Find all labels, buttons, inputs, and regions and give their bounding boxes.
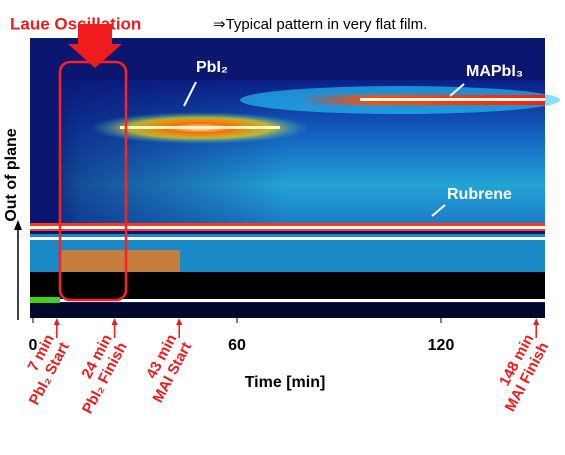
- x-tick-label: 60: [228, 337, 246, 354]
- event-arrow-head: [176, 318, 183, 325]
- heatmap: [14, 24, 560, 320]
- x-tick-label: 120: [428, 337, 455, 354]
- x-tick-label: 0: [29, 337, 38, 354]
- title: Laue Oscillation: [10, 14, 141, 33]
- x-axis-label: Time [min]: [245, 374, 326, 391]
- peak-label: PbI₂: [196, 59, 228, 76]
- y-axis-label: Out of plane: [3, 128, 20, 221]
- peak-label: MAPbI₃: [466, 63, 523, 80]
- note: ⇒Typical pattern in very flat film.: [213, 16, 427, 33]
- peak-label: Rubrene: [447, 186, 512, 203]
- event-arrow-head: [53, 318, 60, 325]
- event-arrow-head: [111, 318, 118, 325]
- event-arrow-head: [533, 318, 540, 325]
